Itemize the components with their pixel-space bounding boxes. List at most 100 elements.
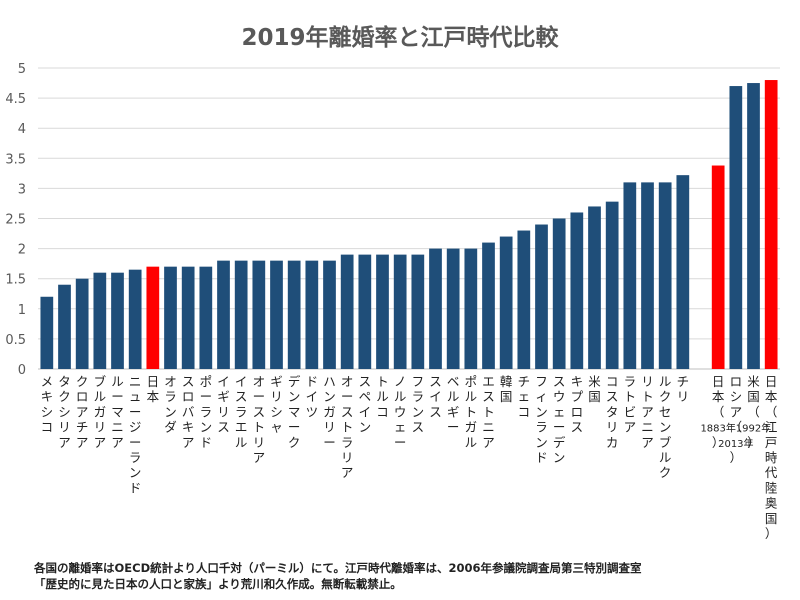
y-tick-label: 2.5 [5,213,26,228]
bar-24 [446,248,460,369]
x-category-label: 韓国 [500,374,513,404]
bar-39 [711,165,725,369]
y-tick-label: 1.5 [5,273,26,288]
bar-8 [164,266,177,369]
x-category-label: スウェーデン [553,374,566,465]
y-tick-label: 5 [18,62,26,77]
bar-22 [411,254,425,369]
bar-5 [111,272,124,369]
x-category-label: 日本（江戸時代陸奥国） [765,374,778,541]
x-category-label: オーストリア [253,374,266,465]
y-tick-label: 3.5 [5,152,26,167]
x-category-label: リトアニア [641,374,654,450]
x-category-label: スロバキア [182,374,195,450]
x-category-label: チェコ [518,374,531,419]
bar-17 [323,260,336,369]
x-axis-labels: メキシコタクシリアクロアチアブルガリアルーマニアニュージーランド日本オランダスロ… [41,374,778,541]
bar-32 [588,206,601,369]
bar-37 [676,175,690,369]
bar-35 [641,182,654,369]
x-category-label: ニュージーランド [129,374,142,495]
bar-42 [764,80,778,369]
bar-3 [75,278,89,369]
x-category-label: スイス [429,374,442,419]
bar-13 [252,260,266,369]
x-category-label: ポルトガル [465,374,478,450]
x-category-label: ルーマニア [111,374,124,450]
bar-36 [658,182,672,369]
bar-41 [747,83,760,370]
x-category-label: ドイツ [306,374,319,419]
bar-9 [181,266,195,369]
x-category-label: キプロス [571,374,584,435]
x-category-label: ブルガリア [94,374,107,450]
bar-14 [270,260,283,369]
bar-6 [128,269,142,369]
bar-34 [623,182,637,369]
bar-30 [552,218,566,369]
bar-33 [605,201,619,369]
x-category-label: イスラエル [235,374,248,450]
bar-chart: 0 0.5 1 1.5 2 2.5 3 3.5 4 4.5 5 メキシコタクシリアクロアチアブルガリ… [5,62,780,541]
bar-10 [199,266,213,369]
x-category-label: ハンガリー [323,374,336,450]
bar-11 [217,260,230,369]
x-category-label: チリ [677,374,690,404]
footnote-line-2: 「歴史的に見た日本の人口と家族」より荒川和久作成。無断転載禁止。 [34,577,402,591]
x-category-label: タクシリア [58,374,71,450]
chart-title: 2019年離婚率と江戸時代比較 [241,25,559,51]
bar-4 [93,272,107,369]
bar-26 [482,242,495,369]
bar-28 [517,230,531,369]
bar-40 [729,86,743,369]
y-axis-ticks: 0 0.5 1 1.5 2 2.5 3 3.5 4 4.5 5 [5,62,26,378]
x-category-label: トルコ [376,374,389,419]
x-category-label: ノルウェー [394,374,407,450]
bar-15 [287,260,301,369]
y-tick-label: 4.5 [5,92,26,107]
x-category-label: コスタリカ [606,374,619,450]
footnote-line-1: 各国の離婚率はOECD統計より人口千対（パーミル）にて。江戸時代離婚率は、200… [34,561,642,575]
x-category-label: イギリス [217,374,230,435]
bar-20 [376,254,389,369]
x-category-label: 米国 [588,374,601,404]
gridlines [38,67,780,370]
y-tick-label: 2 [18,243,26,258]
y-tick-label: 0.5 [5,333,26,348]
bar-16 [305,260,319,369]
bar-21 [393,254,407,369]
x-category-label: ポーランド [200,374,213,450]
bar-2 [58,284,71,369]
x-category-label: オランダ [164,374,177,435]
x-category-label: 日本（ 1883年） [700,374,735,450]
bar-1 [40,296,54,369]
x-category-label: ルクセンブルク [659,374,672,480]
x-category-label: メキシコ [41,374,54,435]
bar-29 [535,224,548,369]
x-category-label: 日本 [147,374,160,404]
x-category-label: ベルギー [447,374,460,435]
bar-19 [358,254,372,369]
x-category-label: クロアチア [76,374,89,450]
x-category-label: ギリシャ [270,374,283,435]
bar-18 [340,254,354,369]
x-category-label: エストニア [482,374,495,450]
x-category-label: オーストラリア [341,374,354,480]
bar-31 [570,212,584,369]
x-category-label: フィンランド [535,374,548,465]
x-category-label: ロシア（ 2013年） [718,374,753,465]
bar-12 [234,260,248,369]
x-category-label: ラトビア [624,374,637,435]
x-category-label: フランス [412,374,425,435]
footnote: 各国の離婚率はOECD統計より人口千対（パーミル）にて。江戸時代離婚率は、200… [34,560,794,592]
bar-25 [464,248,478,369]
y-tick-label: 4 [18,122,26,137]
x-category-label: デンマーク [288,374,301,450]
y-tick-label: 1 [18,303,26,318]
bars [40,80,778,370]
bar-27 [499,236,513,369]
x-category-label: スペイン [359,374,372,435]
y-tick-label: 0 [18,363,26,378]
bar-7 [146,266,160,369]
bar-23 [429,248,442,369]
